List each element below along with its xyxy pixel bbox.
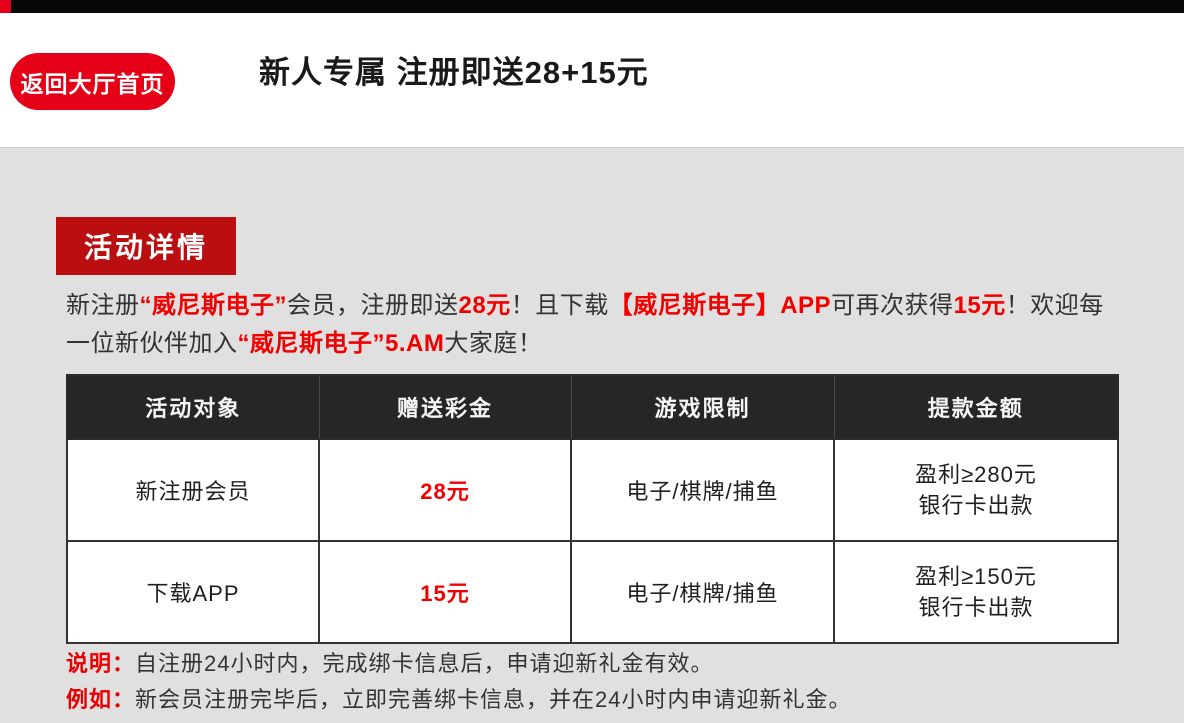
- promo-segment-highlight: “威尼斯电子”: [139, 292, 287, 319]
- note-explanation: 说明：自注册24小时内，完成绑卡信息后，申请迎新礼金有效。: [66, 646, 852, 682]
- promo-paragraph: 新注册“威尼斯电子”会员，注册即送28元！且下载【威尼斯电子】APP可再次获得1…: [66, 287, 1136, 363]
- table-header-games: 游戏限制: [570, 375, 834, 440]
- cell-withdraw: 盈利≥150元 银行卡出款: [833, 540, 1119, 644]
- promo-segment-highlight: “威尼斯电子”5.AM: [237, 330, 445, 357]
- note-example: 例如：新会员注册完毕后，立即完善绑卡信息，并在24小时内申请迎新礼金。: [66, 682, 852, 718]
- back-to-lobby-button[interactable]: 返回大厅首页: [10, 53, 175, 110]
- table-header-target: 活动对象: [67, 375, 319, 440]
- promo-segment: 新注册: [66, 292, 140, 319]
- footer-notes: 说明：自注册24小时内，完成绑卡信息后，申请迎新礼金有效。 例如：新会员注册完毕…: [66, 646, 852, 718]
- note-text: 新会员注册完毕后，立即完善绑卡信息，并在24小时内申请迎新礼金。: [135, 687, 852, 712]
- withdraw-line-1: 盈利≥280元: [915, 462, 1037, 487]
- withdraw-line-1: 盈利≥150元: [915, 564, 1037, 589]
- promo-paragraph-line-2: 一位新伙伴加入“威尼斯电子”5.AM大家庭！: [66, 325, 1136, 363]
- promo-segment: 会员，注册即送: [287, 292, 459, 319]
- promo-segment: ！欢迎每: [1005, 292, 1104, 319]
- promo-paragraph-line-1: 新注册“威尼斯电子”会员，注册即送28元！且下载【威尼斯电子】APP可再次获得1…: [66, 287, 1136, 325]
- promo-segment: ！且下载: [510, 292, 609, 319]
- cell-games: 电子/棋牌/捕鱼: [570, 540, 835, 644]
- cell-target: 下载APP: [66, 540, 320, 644]
- promo-segment-highlight: 【威尼斯电子】APP: [608, 292, 832, 319]
- promo-segment-highlight: 15元: [953, 292, 1006, 319]
- table-header-row: 活动对象 赠送彩金 游戏限制 提款金额: [67, 375, 1118, 440]
- cell-bonus: 28元: [318, 438, 572, 542]
- top-bar: [0, 0, 1184, 13]
- promo-segment: 可再次获得: [831, 292, 954, 319]
- note-label: 例如：: [66, 687, 136, 712]
- page-title: 新人专属 注册即送28+15元: [259, 55, 649, 90]
- activity-details-badge: 活动详情: [56, 217, 236, 275]
- note-text: 自注册24小时内，完成绑卡信息后，申请迎新礼金有效。: [135, 651, 714, 676]
- table-row: 下载APP 15元 电子/棋牌/捕鱼 盈利≥150元 银行卡出款: [66, 540, 1119, 644]
- table-row: 新注册会员 28元 电子/棋牌/捕鱼 盈利≥280元 银行卡出款: [66, 438, 1119, 542]
- promo-segment: 一位新伙伴加入: [66, 330, 238, 357]
- promo-table: 活动对象 赠送彩金 游戏限制 提款金额 新注册会员 28元 电子/棋牌/捕鱼 盈…: [66, 374, 1119, 644]
- cell-bonus: 15元: [318, 540, 572, 644]
- cell-games: 电子/棋牌/捕鱼: [570, 438, 835, 542]
- cell-withdraw: 盈利≥280元 银行卡出款: [833, 438, 1119, 542]
- table-header-withdraw: 提款金额: [833, 375, 1118, 440]
- corner-accent: [0, 0, 11, 13]
- cell-target: 新注册会员: [66, 438, 320, 542]
- promo-segment-highlight: 28元: [458, 292, 511, 319]
- promo-panel: 活动详情 新注册“威尼斯电子”会员，注册即送28元！且下载【威尼斯电子】APP可…: [0, 147, 1184, 723]
- promo-segment: 大家庭！: [444, 330, 543, 357]
- page-header: 返回大厅首页 新人专属 注册即送28+15元: [0, 13, 1184, 147]
- note-label: 说明：: [66, 651, 136, 676]
- withdraw-line-2: 银行卡出款: [918, 493, 1034, 518]
- table-header-bonus: 赠送彩金: [318, 375, 571, 440]
- withdraw-line-2: 银行卡出款: [918, 595, 1034, 620]
